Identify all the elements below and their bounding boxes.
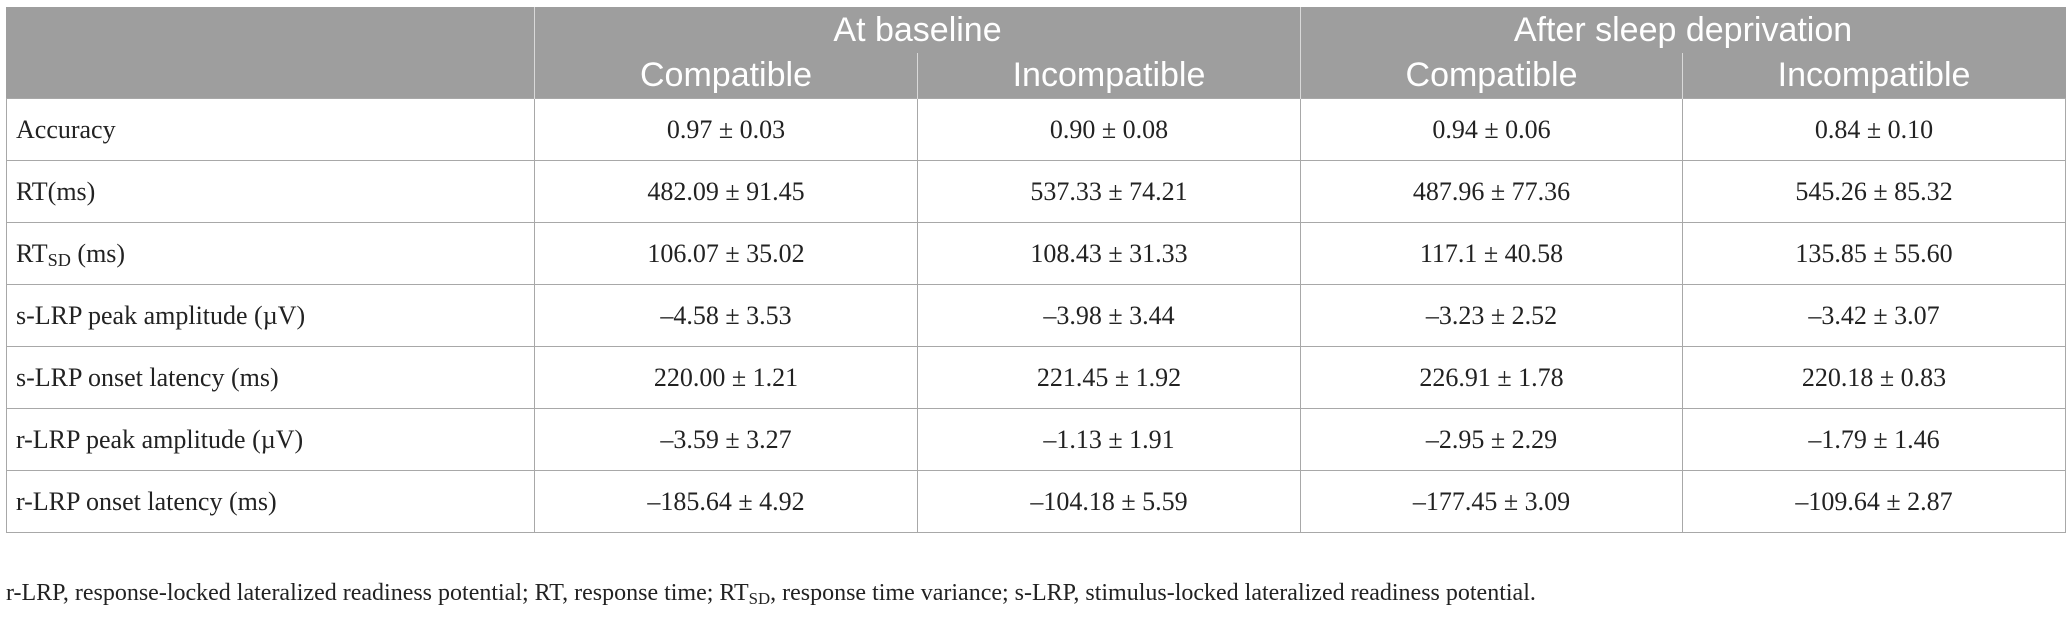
table-cell: –2.95 ± 2.29 (1300, 408, 1684, 471)
table-cell: 0.90 ± 0.08 (916, 98, 1302, 161)
row-label: RT(ms) (6, 160, 535, 223)
row-label: r-LRP onset latency (ms) (6, 470, 535, 533)
footnote-text-2: , response time variance; s-LRP, stimulu… (770, 580, 1536, 606)
table-cell: –109.64 ± 2.87 (1682, 470, 2067, 533)
row-label: s-LRP peak amplitude (µV) (6, 284, 535, 347)
table-cell: 108.43 ± 31.33 (916, 222, 1302, 285)
table-cell: 0.84 ± 0.10 (1682, 98, 2067, 161)
table-cell: 106.07 ± 35.02 (534, 222, 918, 285)
table-cell: –177.45 ± 3.09 (1300, 470, 1684, 533)
row-label-text: s-LRP peak amplitude (µV) (16, 300, 306, 330)
table-cell: 221.45 ± 1.92 (916, 346, 1302, 409)
table-cell: –4.58 ± 3.53 (534, 284, 918, 347)
row-label-text: RT (16, 238, 48, 268)
table-row: RT(ms) 482.09 ± 91.45 537.33 ± 74.21 487.96… (6, 160, 2067, 223)
table-cell: 537.33 ± 74.21 (916, 160, 1302, 223)
table-cell: 135.85 ± 55.60 (1682, 222, 2067, 285)
row-label-text: s-LRP onset latency (ms) (16, 362, 279, 392)
table-cell: –3.42 ± 3.07 (1682, 284, 2067, 347)
row-label-text: RT(ms) (16, 176, 96, 206)
table-body: Accuracy 0.97 ± 0.03 0.90 ± 0.08 0.94 ± 0.0… (6, 98, 2067, 533)
row-label-text: r-LRP onset latency (ms) (16, 486, 277, 516)
table-cell: 487.96 ± 77.36 (1300, 160, 1684, 223)
row-label: r-LRP peak amplitude (µV) (6, 408, 535, 471)
row-label-subscript: SD (47, 249, 71, 270)
row-label-text: Accuracy (16, 114, 116, 144)
row-label: RTSD (ms) (6, 222, 535, 285)
table-cell: 482.09 ± 91.45 (534, 160, 918, 223)
table-cell: 545.26 ± 85.32 (1682, 160, 2067, 223)
group-header-baseline: At baseline (534, 7, 1302, 53)
row-label: s-LRP onset latency (ms) (6, 346, 535, 409)
table-row: s-LRP peak amplitude (µV) –4.58 ± 3.53 –3.… (6, 284, 2067, 347)
subheader-deprivation-compatible: Compatible (1300, 53, 1684, 99)
subheader-baseline-incompatible: Incompatible (917, 53, 1302, 99)
table-container: At baseline After sleep deprivation Comp… (6, 7, 2067, 533)
subheader-deprivation-incompatible: Incompatible (1682, 53, 2066, 99)
table-cell: 220.00 ± 1.21 (534, 346, 918, 409)
table-cell: –1.13 ± 1.91 (916, 408, 1302, 471)
row-label: Accuracy (6, 98, 535, 161)
table-row: Accuracy 0.97 ± 0.03 0.90 ± 0.08 0.94 ± 0.0… (6, 98, 2067, 161)
table-cell: 0.97 ± 0.03 (534, 98, 918, 161)
footnote-text-1: r-LRP, response-locked lateralized readi… (6, 580, 749, 606)
header-row-groups: At baseline After sleep deprivation (6, 7, 2066, 99)
table-cell: –3.59 ± 3.27 (534, 408, 918, 471)
table-row: r-LRP peak amplitude (µV) –3.59 ± 3.27 –1.… (6, 408, 2067, 471)
table-cell: –3.98 ± 3.44 (916, 284, 1302, 347)
row-label-text: r-LRP peak amplitude (µV) (16, 424, 304, 454)
group-header-sleep-deprivation: After sleep deprivation (1300, 7, 2066, 53)
table-cell: –3.23 ± 2.52 (1300, 284, 1684, 347)
table-footnote: r-LRP, response-locked lateralized readi… (6, 580, 1536, 607)
table-header: At baseline After sleep deprivation Comp… (6, 7, 2066, 99)
table-row: s-LRP onset latency (ms) 220.00 ± 1.21 221… (6, 346, 2067, 409)
table-cell: 117.1 ± 40.58 (1300, 222, 1684, 285)
header-row-conditions: Compatible Incompatible Compatible Incom… (7, 53, 2066, 99)
table-cell: 0.94 ± 0.06 (1300, 98, 1684, 161)
table-row: RTSD (ms) 106.07 ± 35.02 108.43 ± 31.33 117… (6, 222, 2067, 285)
subheader-baseline-compatible: Compatible (534, 53, 918, 99)
table-cell: –1.79 ± 1.46 (1682, 408, 2067, 471)
table-cell: –185.64 ± 4.92 (534, 470, 918, 533)
results-table: At baseline After sleep deprivation Comp… (6, 7, 2067, 533)
row-label-suffix: (ms) (70, 238, 126, 268)
table-row: r-LRP onset latency (ms) –185.64 ± 4.92 –1… (6, 470, 2067, 533)
table-cell: 226.91 ± 1.78 (1300, 346, 1684, 409)
header-corner (6, 7, 535, 99)
footnote-subscript: SD (748, 589, 771, 608)
table-cell: 220.18 ± 0.83 (1682, 346, 2067, 409)
table-cell: –104.18 ± 5.59 (916, 470, 1302, 533)
